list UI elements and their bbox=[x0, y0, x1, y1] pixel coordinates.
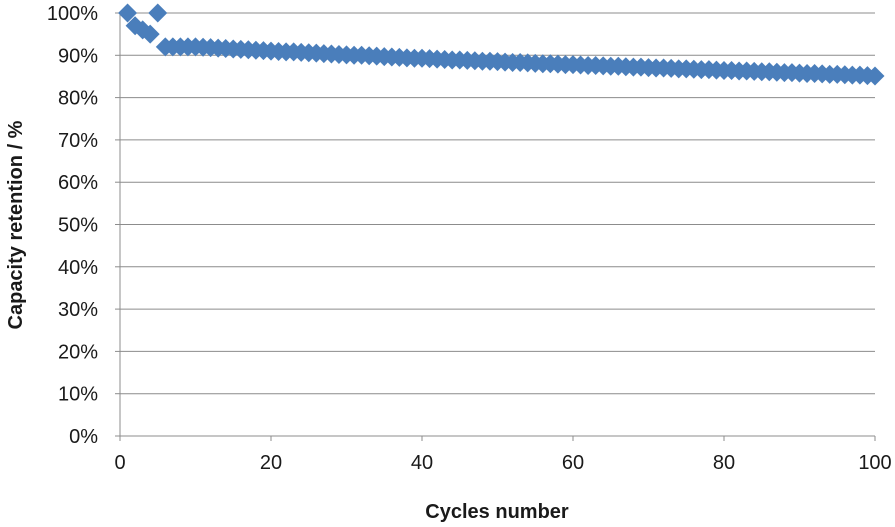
y-tick-label: 60% bbox=[58, 172, 98, 194]
y-tick-label: 10% bbox=[58, 384, 98, 406]
data-point bbox=[140, 24, 160, 44]
data-point bbox=[118, 3, 138, 23]
y-tick-label: 20% bbox=[58, 341, 98, 363]
y-tick-label: 70% bbox=[58, 130, 98, 152]
axes bbox=[115, 12, 876, 441]
x-tick-label: 100 bbox=[858, 452, 891, 474]
x-axis-title: Cycles number bbox=[425, 501, 569, 523]
x-tick-label: 80 bbox=[713, 452, 735, 474]
x-tick-label: 60 bbox=[562, 452, 584, 474]
y-axis-title: Capacity retention / % bbox=[5, 120, 27, 329]
y-tick-label: 0% bbox=[69, 426, 98, 448]
x-tick-labels: 0 20 40 60 80 100 bbox=[114, 452, 891, 474]
y-tick-labels: 0% 10% 20% 30% 40% 50% 60% 70% 80% 90% 100% bbox=[47, 3, 98, 448]
y-tick-label: 80% bbox=[58, 88, 98, 110]
x-tick-label: 40 bbox=[411, 452, 433, 474]
y-tick-label: 90% bbox=[58, 45, 98, 67]
data-points bbox=[118, 3, 885, 86]
y-tick-label: 30% bbox=[58, 299, 98, 321]
data-point bbox=[865, 66, 885, 86]
y-tick-label: 100% bbox=[47, 3, 98, 25]
x-tick-label: 0 bbox=[114, 452, 125, 474]
x-tick-label: 20 bbox=[260, 452, 282, 474]
y-tick-label: 40% bbox=[58, 257, 98, 279]
y-tick-label: 50% bbox=[58, 215, 98, 237]
data-point bbox=[148, 3, 168, 23]
